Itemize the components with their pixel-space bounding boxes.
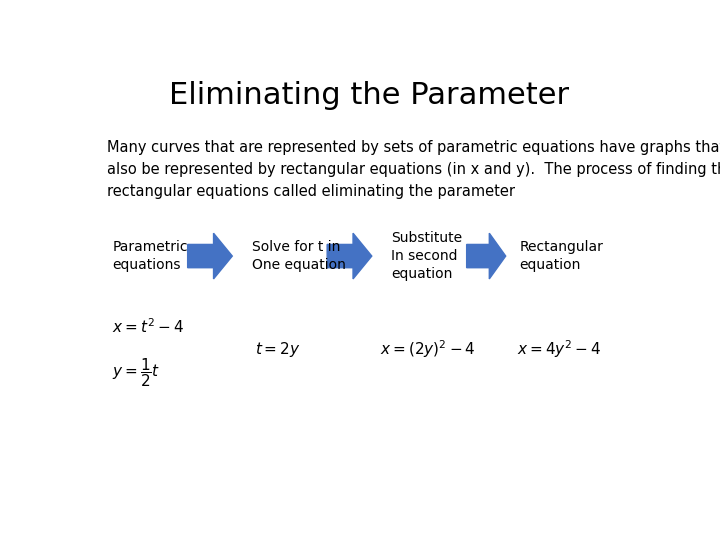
Text: $y = \dfrac{1}{2}t$: $y = \dfrac{1}{2}t$	[112, 356, 161, 389]
Polygon shape	[327, 233, 372, 279]
Text: Rectangular
equation: Rectangular equation	[520, 240, 603, 272]
Text: Eliminating the Parameter: Eliminating the Parameter	[169, 82, 569, 111]
Text: $x = 4y^2 - 4$: $x = 4y^2 - 4$	[517, 339, 601, 361]
Polygon shape	[188, 233, 233, 279]
Text: $t = 2y$: $t = 2y$	[255, 340, 300, 359]
Text: Many curves that are represented by sets of parametric equations have graphs tha: Many curves that are represented by sets…	[107, 140, 720, 199]
Text: Solve for t in
One equation: Solve for t in One equation	[252, 240, 346, 272]
Text: $x = t^2 - 4$: $x = t^2 - 4$	[112, 318, 184, 336]
Text: $x = (2y)^2 - 4$: $x = (2y)^2 - 4$	[380, 339, 476, 361]
Polygon shape	[467, 233, 505, 279]
Text: Substitute
In second
equation: Substitute In second equation	[392, 231, 462, 281]
Text: Parametric
equations: Parametric equations	[112, 240, 188, 272]
